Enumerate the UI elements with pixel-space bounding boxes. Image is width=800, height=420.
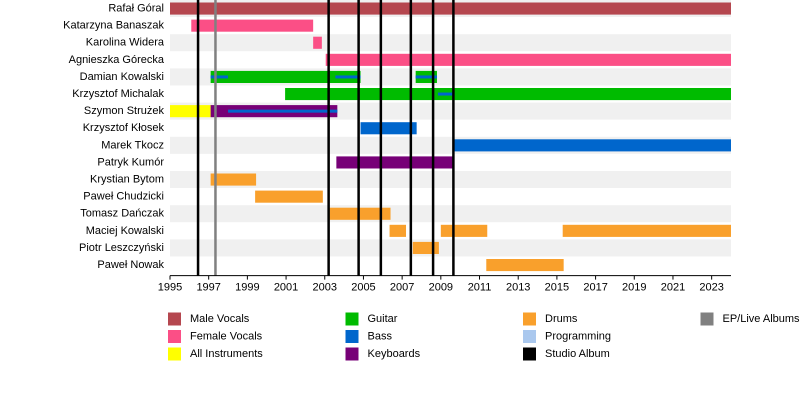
x-tick-label: 2001 bbox=[274, 282, 298, 294]
legend-label: All Instruments bbox=[190, 348, 263, 360]
legend-label: EP/Live Albums bbox=[723, 313, 800, 325]
x-tick-label: 1999 bbox=[235, 282, 259, 294]
legend-swatch bbox=[523, 330, 536, 343]
bar bbox=[336, 156, 455, 169]
bar bbox=[285, 88, 731, 101]
legend-swatch bbox=[523, 347, 536, 361]
row-label: Katarzyna Banaszak bbox=[63, 20, 164, 32]
x-tick-label: 2011 bbox=[468, 282, 492, 294]
bar bbox=[313, 36, 322, 49]
row-label: Karolina Widera bbox=[86, 37, 165, 49]
legend-swatch bbox=[523, 312, 536, 326]
row-label: Marek Tkocz bbox=[101, 139, 164, 151]
bar bbox=[191, 19, 314, 32]
row-label: Maciej Kowalski bbox=[86, 225, 164, 237]
row-label: Rafał Góral bbox=[108, 2, 164, 14]
bar bbox=[486, 259, 564, 272]
legend-swatch bbox=[345, 330, 359, 343]
bar bbox=[170, 105, 211, 118]
legend-label: Female Vocals bbox=[190, 330, 263, 342]
legend-swatch bbox=[168, 312, 181, 326]
bar bbox=[562, 224, 731, 237]
row-band bbox=[170, 188, 731, 206]
bar-stripe bbox=[437, 92, 455, 96]
row-label: Krzysztof Kłosek bbox=[83, 122, 165, 134]
row-band bbox=[170, 256, 731, 274]
legend-label: Bass bbox=[368, 330, 393, 342]
row-label: Krzysztof Michalak bbox=[72, 88, 164, 100]
bar bbox=[210, 173, 257, 186]
legend-swatch bbox=[345, 312, 359, 326]
legend-label: Drums bbox=[545, 313, 578, 325]
row-label: Tomasz Dańczak bbox=[80, 208, 164, 220]
legend-label: Programming bbox=[545, 330, 611, 342]
row-band bbox=[170, 119, 731, 137]
bar bbox=[255, 190, 323, 203]
row-label: Patryk Kumór bbox=[97, 156, 164, 168]
row-label: Krystian Bytom bbox=[90, 173, 164, 185]
legend-swatch bbox=[168, 330, 181, 343]
bar bbox=[389, 224, 407, 237]
bar bbox=[329, 207, 391, 220]
row-label: Paweł Chudzicki bbox=[83, 191, 164, 203]
bar bbox=[170, 2, 731, 15]
row-band bbox=[170, 239, 731, 257]
legend-label: Guitar bbox=[368, 313, 398, 325]
legend-label: Male Vocals bbox=[190, 313, 250, 325]
x-tick-label: 2007 bbox=[390, 282, 414, 294]
bar bbox=[210, 70, 361, 83]
legend-swatch bbox=[345, 347, 359, 361]
bar-stripe bbox=[228, 109, 338, 113]
bar bbox=[412, 241, 439, 254]
x-tick-label: 2023 bbox=[699, 282, 723, 294]
x-tick-label: 2015 bbox=[545, 282, 569, 294]
legend-swatch bbox=[168, 347, 181, 361]
x-tick-label: 2003 bbox=[313, 282, 337, 294]
bar bbox=[440, 224, 488, 237]
x-tick-label: 1997 bbox=[196, 282, 220, 294]
bar-stripe bbox=[415, 75, 437, 79]
x-tick-label: 2013 bbox=[506, 282, 530, 294]
row-band bbox=[170, 171, 731, 189]
legend-label: Studio Album bbox=[545, 348, 610, 360]
row-label: Piotr Leszczyński bbox=[79, 242, 164, 254]
bar-stripe bbox=[210, 75, 229, 79]
bar bbox=[454, 139, 731, 152]
bar bbox=[360, 122, 417, 135]
bar-stripe bbox=[335, 75, 361, 79]
x-tick-label: 2009 bbox=[429, 282, 453, 294]
x-tick-label: 2017 bbox=[583, 282, 607, 294]
x-tick-label: 1995 bbox=[158, 282, 182, 294]
row-band bbox=[170, 34, 731, 52]
legend-swatch bbox=[700, 312, 714, 326]
row-label: Agnieszka Górecka bbox=[69, 54, 165, 66]
legend-label: Keyboards bbox=[368, 348, 421, 360]
row-label: Paweł Nowak bbox=[97, 259, 164, 271]
row-band bbox=[170, 205, 731, 223]
row-label: Damian Kowalski bbox=[80, 71, 164, 83]
row-label: Szymon Strużek bbox=[84, 105, 165, 117]
x-tick-label: 2021 bbox=[661, 282, 685, 294]
bar bbox=[325, 53, 731, 66]
x-tick-label: 2005 bbox=[351, 282, 375, 294]
x-tick-label: 2019 bbox=[622, 282, 646, 294]
